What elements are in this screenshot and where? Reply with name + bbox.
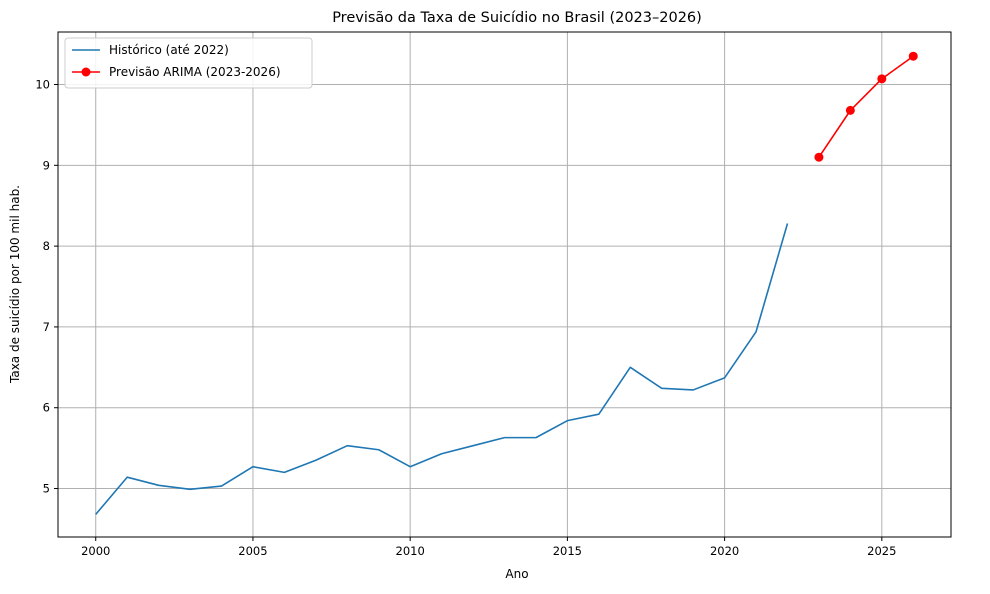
x-tick-label: 2020: [710, 544, 739, 558]
legend-label-1: Previsão ARIMA (2023-2026): [109, 65, 281, 79]
chart-title: Previsão da Taxa de Suicídio no Brasil (…: [332, 10, 702, 26]
x-tick-label: 2010: [396, 544, 425, 558]
y-tick-label: 9: [43, 158, 50, 172]
x-tick-label: 2015: [553, 544, 582, 558]
x-tick-label: 2005: [238, 544, 267, 558]
y-tick-label: 8: [43, 239, 50, 253]
data-point: [877, 74, 887, 84]
series-line-0: [95, 223, 789, 515]
plot-area-frame: [57, 31, 952, 538]
legend-box: [64, 37, 313, 89]
data-point: [845, 105, 855, 115]
y-tick-label: 6: [43, 401, 50, 415]
plot-series: [95, 51, 918, 515]
x-tick-label: 2000: [81, 544, 110, 558]
x-axis-label: Ano: [505, 567, 528, 581]
data-point: [814, 152, 824, 162]
legend: Histórico (até 2022) Previsão ARIMA (2023…: [64, 37, 313, 89]
data-point: [908, 51, 918, 61]
y-tick-label: 10: [35, 78, 50, 92]
series-line-1: [818, 55, 914, 158]
legend-marker-1: [81, 67, 91, 77]
grid-lines: [58, 32, 951, 537]
y-axis-label: Taxa de suicídio por 100 mil hab.: [8, 185, 22, 384]
legend-label-0: Histórico (até 2022): [109, 43, 229, 57]
y-tick-label: 7: [43, 320, 50, 334]
y-tick-label: 5: [43, 482, 50, 496]
x-tick-label: 2025: [867, 544, 896, 558]
x-axis-ticks: 2000 2005 2010 2015 2020 2025: [81, 537, 896, 558]
y-axis-ticks: 5 6 7 8 9 10: [35, 78, 58, 496]
